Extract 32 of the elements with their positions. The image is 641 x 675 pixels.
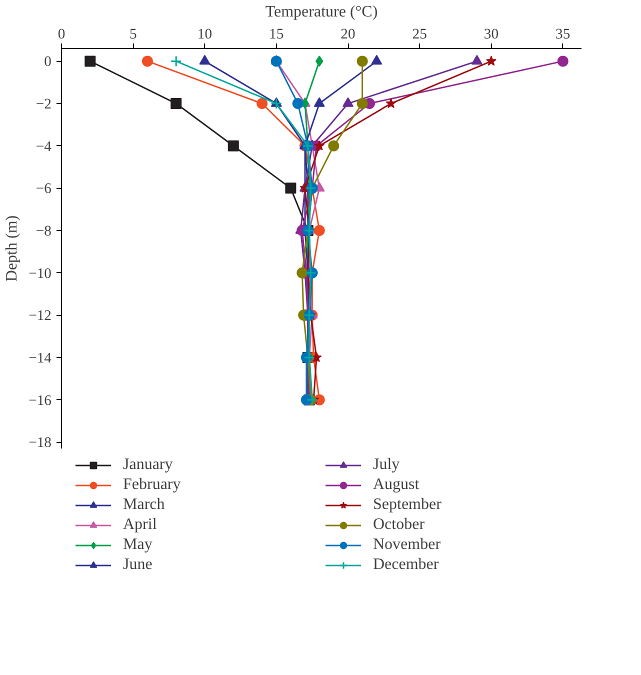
legend-label: January — [123, 456, 174, 474]
legend-label: June — [123, 556, 154, 574]
legend-label: March — [123, 496, 166, 514]
x-tick-label: 5 — [129, 26, 137, 42]
y-tick-label: −8 — [36, 224, 52, 240]
y-tick-label: −14 — [28, 350, 52, 366]
x-axis-title: Temperature (°C) — [265, 4, 378, 20]
legend-label: August — [373, 476, 420, 494]
x-tick-label: 20 — [340, 26, 356, 42]
x-tick-label: 10 — [197, 26, 212, 42]
y-tick-label: 0 — [44, 54, 52, 70]
x-tick-label: 0 — [58, 26, 66, 42]
legend-label: May — [123, 536, 154, 554]
legend-label: December — [373, 556, 440, 574]
x-tick-label: 30 — [484, 26, 499, 42]
x-tick-label: 35 — [556, 26, 570, 42]
y-tick-label: −6 — [36, 181, 52, 198]
y-tick-label: −2 — [36, 96, 52, 113]
x-tick-label: 25 — [412, 26, 427, 42]
x-tick-label: 15 — [269, 26, 284, 42]
legend-label: July — [373, 456, 401, 474]
legend-label: February — [123, 476, 182, 494]
y-tick-label: −16 — [28, 392, 52, 409]
y-tick-label: −10 — [28, 266, 52, 282]
y-axis-title: Depth (m) — [4, 215, 21, 282]
legend-label: November — [373, 536, 442, 554]
legend-label: April — [123, 516, 158, 534]
y-tick-label: −4 — [36, 138, 52, 155]
y-tick-label: −18 — [28, 435, 52, 452]
legend-label: October — [373, 516, 426, 534]
y-tick-label: −12 — [28, 308, 52, 324]
legend-label: September — [373, 496, 442, 514]
